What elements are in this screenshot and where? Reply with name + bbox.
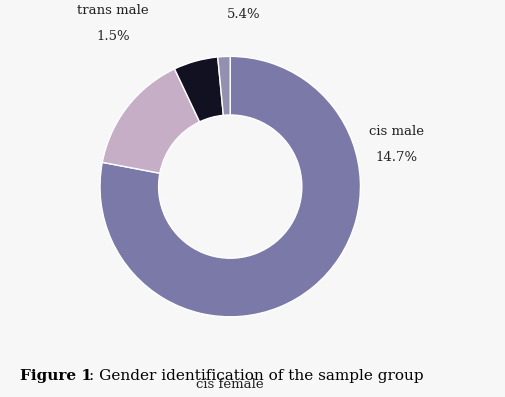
Text: cis female: cis female [196, 378, 264, 391]
Wedge shape [100, 56, 360, 317]
Wedge shape [217, 56, 230, 115]
Text: trans male: trans male [77, 4, 148, 17]
Text: Figure 1: Figure 1 [20, 369, 92, 383]
Text: 14.7%: 14.7% [375, 151, 417, 164]
Text: 1.5%: 1.5% [96, 30, 130, 43]
Wedge shape [102, 69, 199, 173]
Text: cis male: cis male [369, 125, 424, 139]
Text: 5.4%: 5.4% [226, 8, 260, 21]
Text: : Gender identification of the sample group: : Gender identification of the sample gr… [88, 369, 422, 383]
Wedge shape [174, 57, 223, 122]
